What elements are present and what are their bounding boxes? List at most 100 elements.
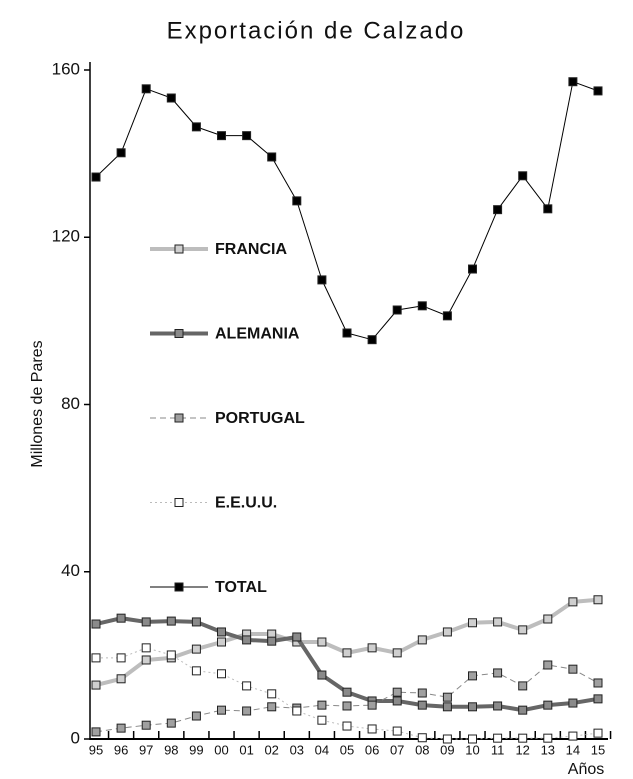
data-point	[442, 734, 452, 744]
y-tick-label: 160	[52, 59, 80, 78]
data-point	[367, 643, 377, 653]
data-point	[267, 689, 277, 699]
data-point	[442, 702, 452, 712]
data-point	[217, 131, 226, 141]
data-point	[442, 692, 452, 702]
data-point	[468, 618, 477, 628]
y-tick-label: 40	[61, 561, 80, 580]
x-tick-label: 02	[264, 742, 278, 757]
data-point	[442, 627, 452, 637]
data-point	[392, 696, 402, 706]
data-point	[518, 681, 528, 691]
data-point	[342, 701, 352, 711]
data-point	[392, 687, 402, 697]
x-tick-label: 08	[415, 742, 429, 757]
data-point	[317, 275, 327, 285]
data-point	[342, 328, 352, 338]
data-point	[493, 668, 503, 678]
x-tick-label: 14	[566, 742, 580, 757]
data-point	[518, 705, 528, 715]
data-point	[292, 632, 302, 642]
data-point	[468, 264, 477, 274]
x-tick-label: 10	[465, 742, 479, 757]
chart-title: Exportación de Calzado	[167, 17, 466, 44]
x-tick-label: 07	[390, 742, 404, 757]
x-tick-label: 98	[164, 742, 178, 757]
data-point	[593, 86, 603, 96]
legend-label: E.E.U.U.	[215, 495, 277, 512]
data-point	[392, 305, 402, 315]
legend-marker	[174, 413, 184, 423]
data-point	[91, 172, 101, 182]
data-point	[543, 614, 553, 624]
x-tick-label: 97	[139, 742, 153, 757]
data-point	[568, 731, 578, 741]
data-point	[392, 726, 402, 736]
data-point	[141, 655, 151, 665]
data-point	[367, 335, 377, 345]
data-point	[217, 637, 226, 647]
data-point	[242, 635, 252, 645]
data-point	[166, 93, 176, 103]
data-point	[342, 648, 352, 658]
data-point	[191, 617, 201, 627]
data-point	[191, 644, 201, 654]
data-point	[493, 733, 503, 743]
x-tick-label: 06	[365, 742, 379, 757]
data-point	[267, 152, 277, 162]
data-point	[141, 643, 151, 653]
data-point	[493, 205, 503, 215]
data-point	[568, 664, 578, 674]
data-point	[317, 715, 327, 725]
x-tick-label: 09	[440, 742, 454, 757]
y-tick-label: 0	[71, 728, 80, 747]
data-point	[242, 681, 252, 691]
legend-marker	[174, 582, 184, 592]
data-point	[518, 171, 528, 181]
data-point	[468, 702, 477, 712]
x-tick-label: 01	[239, 742, 253, 757]
data-point	[593, 678, 603, 688]
data-point	[191, 711, 201, 721]
data-point	[292, 706, 302, 716]
data-point	[191, 122, 201, 132]
data-point	[468, 671, 477, 681]
data-point	[493, 701, 503, 711]
y-tick-label: 80	[61, 394, 80, 413]
data-point	[91, 727, 101, 737]
data-point	[116, 613, 126, 623]
data-point	[292, 196, 302, 206]
data-point	[116, 674, 126, 684]
data-point	[342, 687, 352, 697]
x-tick-label: 15	[591, 742, 605, 757]
legend-marker	[174, 244, 184, 254]
series-line	[95, 597, 599, 688]
data-point	[417, 700, 427, 710]
x-tick-label: 99	[189, 742, 203, 757]
data-point	[593, 694, 603, 704]
data-point	[116, 723, 126, 733]
data-point	[417, 301, 427, 311]
data-point	[392, 648, 402, 658]
y-tick-label: 120	[52, 227, 80, 246]
data-point	[543, 660, 553, 670]
data-point	[568, 77, 578, 87]
data-point	[593, 595, 603, 605]
data-point	[242, 131, 252, 141]
legend-label: FRANCIA	[215, 241, 287, 258]
data-point	[543, 700, 553, 710]
data-point	[91, 653, 101, 663]
data-point	[191, 666, 201, 676]
data-point	[166, 616, 176, 626]
data-point	[493, 617, 503, 627]
legend-label: ALEMANIA	[215, 326, 300, 343]
data-point	[116, 653, 126, 663]
legend-marker	[174, 498, 184, 507]
x-axis-label: Años	[568, 761, 604, 778]
data-point	[442, 311, 452, 321]
data-point	[417, 688, 427, 698]
data-point	[317, 670, 327, 680]
data-point	[141, 84, 151, 94]
data-point	[267, 636, 277, 646]
